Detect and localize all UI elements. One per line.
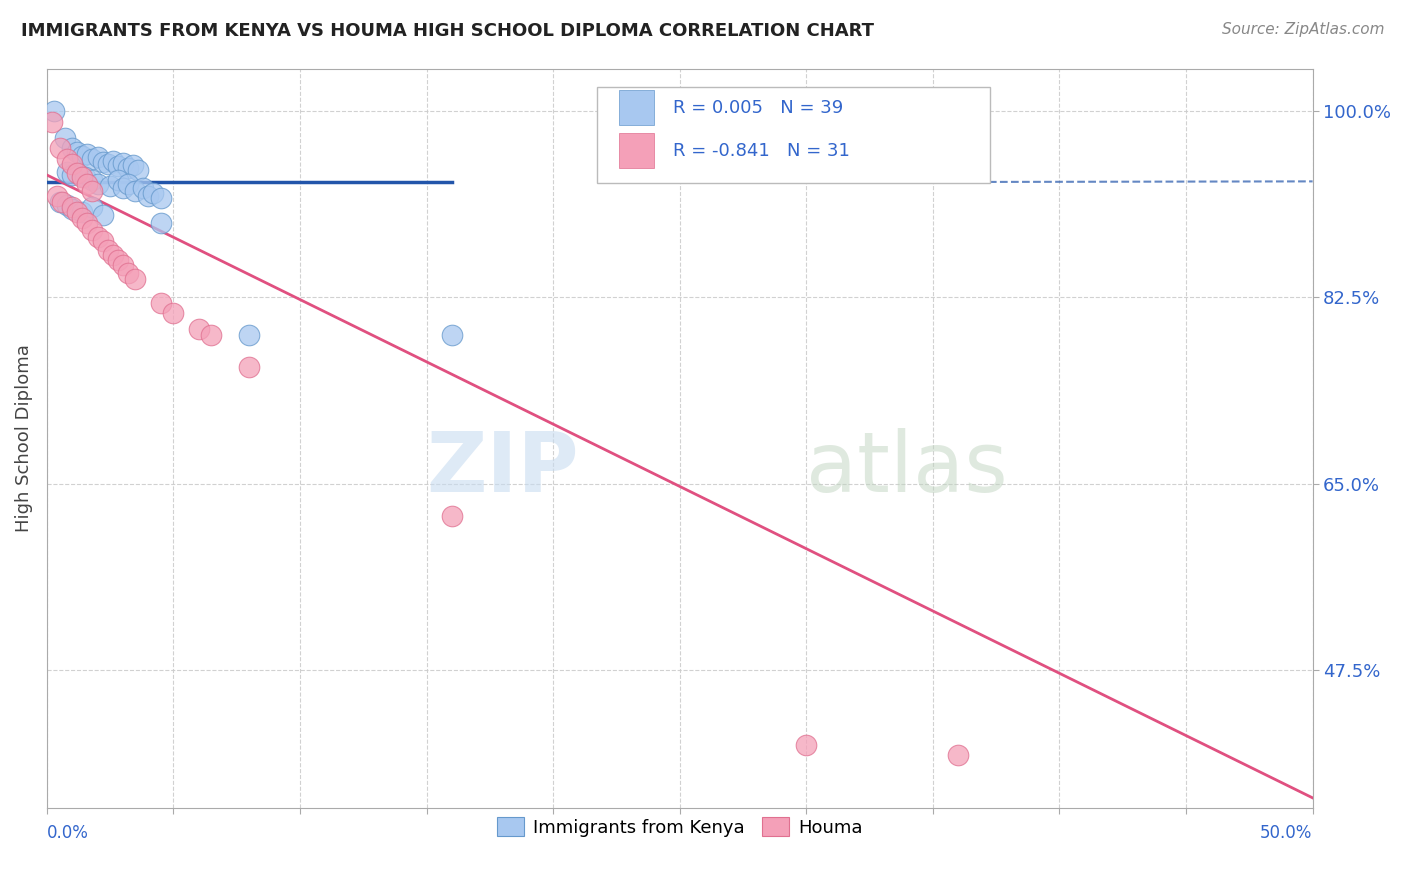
Point bbox=[91, 209, 114, 223]
FancyBboxPatch shape bbox=[598, 87, 990, 183]
Point bbox=[124, 184, 146, 198]
Point bbox=[41, 114, 63, 128]
Point bbox=[76, 216, 98, 230]
Point bbox=[124, 272, 146, 286]
Text: 50.0%: 50.0% bbox=[1260, 824, 1313, 842]
Text: R = -0.841   N = 31: R = -0.841 N = 31 bbox=[673, 142, 851, 160]
Point bbox=[162, 306, 184, 320]
Point bbox=[794, 738, 817, 752]
Point bbox=[72, 149, 94, 163]
Point bbox=[86, 150, 108, 164]
Text: IMMIGRANTS FROM KENYA VS HOUMA HIGH SCHOOL DIPLOMA CORRELATION CHART: IMMIGRANTS FROM KENYA VS HOUMA HIGH SCHO… bbox=[21, 22, 875, 40]
Point bbox=[149, 216, 172, 230]
Point bbox=[60, 157, 83, 171]
Point bbox=[72, 205, 94, 219]
Point bbox=[82, 184, 104, 198]
Point bbox=[60, 141, 83, 155]
Point bbox=[187, 322, 209, 336]
Point bbox=[82, 152, 104, 166]
Point bbox=[72, 211, 94, 225]
Point bbox=[48, 141, 70, 155]
Point bbox=[111, 259, 134, 273]
Point bbox=[76, 177, 98, 191]
Point bbox=[82, 173, 104, 187]
Point bbox=[82, 200, 104, 214]
Point bbox=[98, 178, 121, 193]
Point bbox=[111, 156, 134, 170]
Point bbox=[91, 234, 114, 248]
Point bbox=[91, 155, 114, 169]
Point bbox=[51, 194, 73, 209]
Point bbox=[122, 158, 145, 172]
Point bbox=[142, 186, 165, 200]
Legend: Immigrants from Kenya, Houma: Immigrants from Kenya, Houma bbox=[489, 810, 870, 844]
Text: R = 0.005   N = 39: R = 0.005 N = 39 bbox=[673, 99, 844, 117]
Point bbox=[117, 161, 139, 175]
Point bbox=[440, 327, 463, 342]
Point bbox=[66, 145, 89, 159]
FancyBboxPatch shape bbox=[619, 133, 654, 169]
Point bbox=[53, 130, 76, 145]
Point bbox=[76, 146, 98, 161]
Point bbox=[56, 198, 79, 212]
Text: atlas: atlas bbox=[806, 427, 1008, 508]
Point bbox=[149, 295, 172, 310]
Point bbox=[132, 181, 155, 195]
Text: ZIP: ZIP bbox=[426, 427, 578, 508]
Y-axis label: High School Diploma: High School Diploma bbox=[15, 344, 32, 533]
Point bbox=[101, 154, 124, 169]
Point bbox=[72, 170, 94, 185]
Point bbox=[440, 508, 463, 523]
Point bbox=[101, 248, 124, 262]
Point bbox=[86, 229, 108, 244]
Point bbox=[82, 223, 104, 237]
Point bbox=[60, 168, 83, 182]
Point bbox=[111, 181, 134, 195]
Point bbox=[60, 200, 83, 214]
Point bbox=[200, 327, 222, 342]
Point bbox=[107, 173, 129, 187]
Point bbox=[117, 266, 139, 280]
Point bbox=[86, 177, 108, 191]
Point bbox=[149, 191, 172, 205]
Point bbox=[136, 189, 159, 203]
FancyBboxPatch shape bbox=[619, 90, 654, 126]
Point bbox=[66, 166, 89, 180]
Point bbox=[56, 152, 79, 166]
Point bbox=[238, 359, 260, 374]
Point bbox=[97, 157, 120, 171]
Point bbox=[946, 748, 969, 763]
Point bbox=[66, 205, 89, 219]
Point bbox=[48, 194, 70, 209]
Point bbox=[117, 177, 139, 191]
Point bbox=[73, 170, 96, 185]
Point bbox=[60, 202, 83, 216]
Point bbox=[46, 189, 69, 203]
Point bbox=[97, 243, 120, 257]
Point bbox=[56, 165, 79, 179]
Text: Source: ZipAtlas.com: Source: ZipAtlas.com bbox=[1222, 22, 1385, 37]
Point bbox=[238, 327, 260, 342]
Point bbox=[127, 162, 149, 177]
Text: 0.0%: 0.0% bbox=[46, 824, 89, 842]
Point bbox=[107, 253, 129, 268]
Point bbox=[44, 104, 66, 119]
Point bbox=[107, 160, 129, 174]
